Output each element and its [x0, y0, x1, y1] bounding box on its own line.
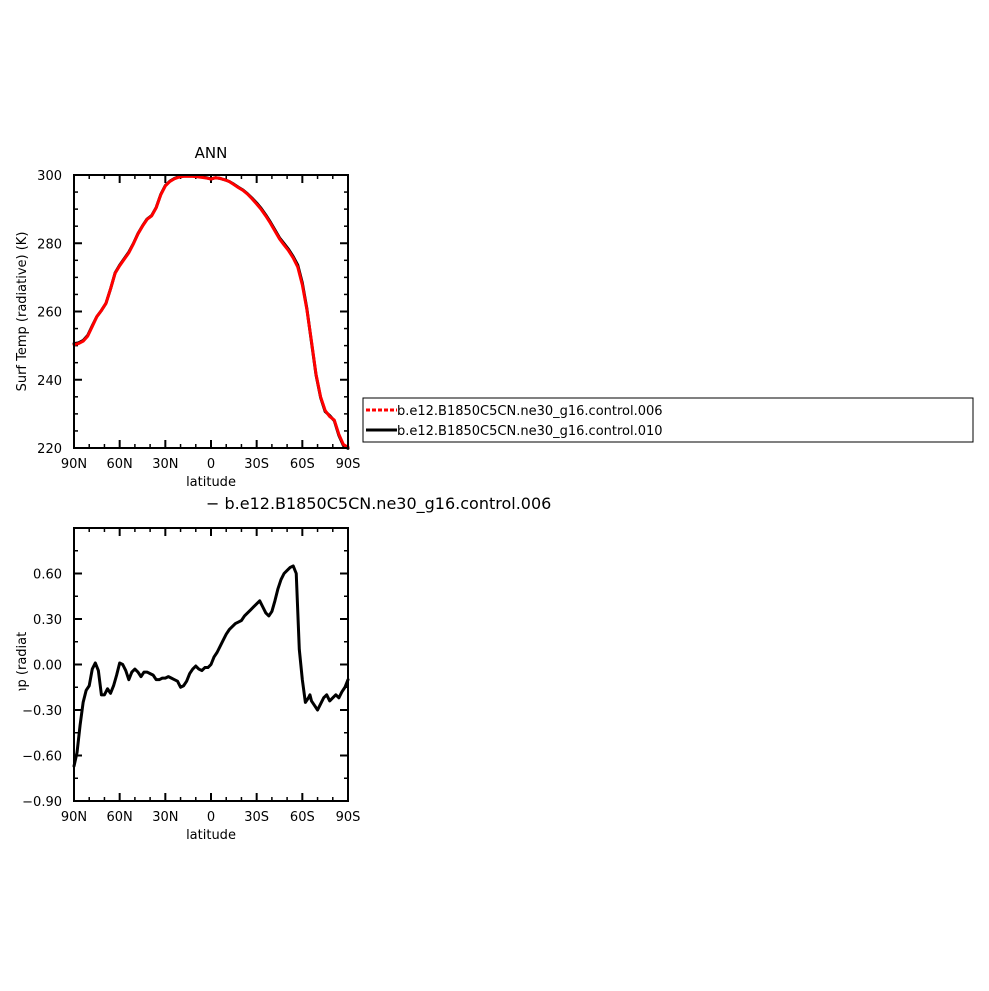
- top-panel: ANN 90N 60N 30N 0 30S 60S 90S 220 240 260 280 300 l…: [15, 144, 360, 490]
- y-tick-label: 280: [37, 237, 62, 252]
- y-tick-label: 300: [37, 169, 62, 184]
- top-panel-title: ANN: [195, 144, 228, 162]
- bottom-panel-y-axis-label: Surf Temp (radiative) (K): [15, 585, 30, 745]
- y-tick-label: 0.00: [33, 659, 62, 674]
- y-tick-label: 220: [37, 442, 62, 457]
- x-tick-label: 60S: [290, 457, 315, 472]
- x-tick-label: 30S: [244, 810, 269, 825]
- legend-box: [362, 397, 974, 443]
- x-tick-label: 90N: [61, 810, 87, 825]
- x-tick-label: 60S: [290, 810, 315, 825]
- series-line-0: [72, 174, 350, 449]
- y-tick-label: 0.60: [33, 568, 62, 583]
- bottom-panel-frame: [73, 527, 349, 802]
- x-tick-label: 30N: [152, 810, 178, 825]
- top-panel-x-axis-label: latitude: [186, 475, 236, 490]
- x-tick-label: 30N: [152, 457, 178, 472]
- y-tick-label: 0.30: [33, 613, 62, 628]
- legend-label-series-010: b.e12.B1850C5CN.ne30_g16.control.010: [397, 424, 663, 439]
- y-tick-label: −0.30: [22, 704, 62, 719]
- top-panel-frame: [73, 174, 349, 449]
- x-tick-label: 90S: [336, 810, 361, 825]
- x-tick-label: 60N: [107, 810, 133, 825]
- legend: b.e12.B1850C5CN.ne30_g16.control.006 b.e…: [362, 397, 974, 443]
- y-tick-label: 260: [37, 306, 62, 321]
- x-tick-label: 0: [207, 457, 215, 472]
- x-tick-label: 30S: [244, 457, 269, 472]
- x-tick-label: 90N: [61, 457, 87, 472]
- x-tick-label: 90S: [336, 457, 361, 472]
- y-tick-label: 240: [37, 374, 62, 389]
- y-tick-label: −0.60: [22, 750, 62, 765]
- bottom-panel-x-axis-label: latitude: [186, 828, 236, 843]
- top-panel-y-axis-label: Surf Temp (radiative) (K): [15, 232, 30, 392]
- bottom-panel: 90N 60N 30N 0 30S 60S 90S −0.90 −0.60 −0.30 0.00 0.…: [15, 527, 361, 843]
- x-tick-label: 0: [207, 810, 215, 825]
- difference-subtitle: − b.e12.B1850C5CN.ne30_g16.control.006: [206, 494, 551, 514]
- bottom-panel-ticks: 90N 60N 30N 0 30S 60S 90S −0.90 −0.60 −0.30 0.00 0.…: [22, 527, 361, 825]
- x-tick-label: 60N: [107, 457, 133, 472]
- series-line-0: [72, 564, 350, 768]
- top-panel-lines: [72, 174, 350, 450]
- legend-label-series-006: b.e12.B1850C5CN.ne30_g16.control.006: [397, 404, 663, 419]
- bottom-panel-lines: [72, 564, 350, 768]
- y-tick-label: −0.90: [22, 795, 62, 810]
- top-panel-ticks: 90N 60N 30N 0 30S 60S 90S 220 240 260 280 300: [37, 169, 360, 472]
